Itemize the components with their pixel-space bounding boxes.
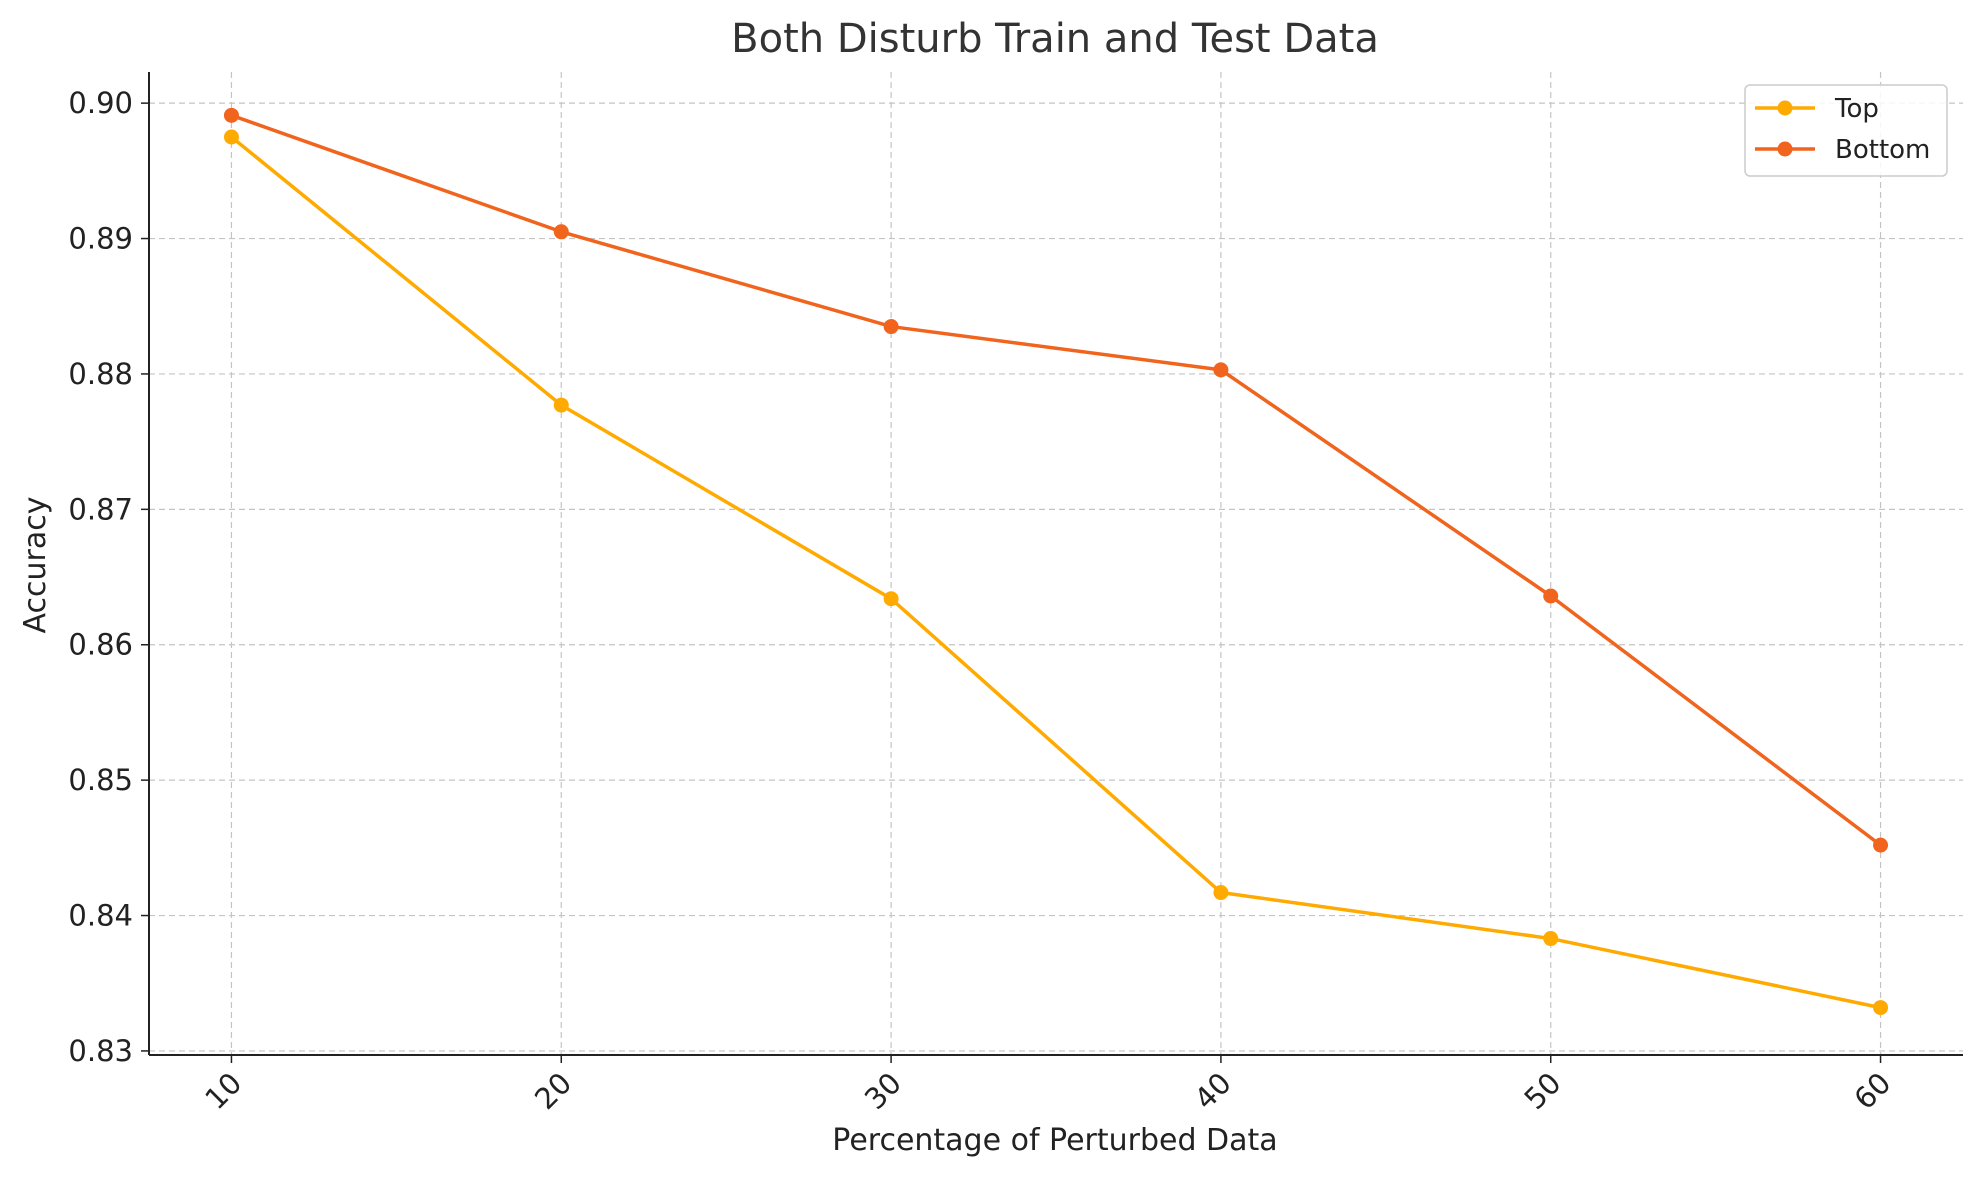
data-point xyxy=(223,129,239,145)
y-tick-label: 0.89 xyxy=(68,222,133,256)
y-tick-label: 0.83 xyxy=(68,1034,133,1068)
y-tick-label: 0.84 xyxy=(68,899,133,933)
legend-marker xyxy=(1777,141,1793,157)
legend: Top Bottom xyxy=(1744,84,1948,177)
data-point xyxy=(553,397,569,413)
legend-label: Bottom xyxy=(1835,135,1930,165)
data-point xyxy=(1543,931,1559,947)
y-ticks: 0.83 0.84 0.85 0.86 0.87 0.88 0.89 0.90 xyxy=(68,86,149,1068)
grid-lines xyxy=(149,72,1963,1055)
axes xyxy=(148,72,1963,1056)
series-top xyxy=(223,129,1889,1016)
data-point xyxy=(883,319,899,335)
series-group xyxy=(223,107,1889,1016)
y-tick-label: 0.85 xyxy=(68,763,133,797)
series-line xyxy=(230,113,1882,847)
data-point xyxy=(1213,885,1229,901)
x-tick-label: 40 xyxy=(1188,1066,1238,1116)
series-bottom xyxy=(223,107,1889,853)
data-point xyxy=(1873,837,1889,853)
legend-item-top: Top xyxy=(1755,94,1879,124)
legend-marker xyxy=(1777,100,1793,116)
x-tick-label: 50 xyxy=(1518,1066,1568,1116)
x-tick-label: 20 xyxy=(528,1066,578,1116)
y-tick-label: 0.88 xyxy=(68,357,133,391)
data-point xyxy=(553,224,569,240)
y-tick-label: 0.87 xyxy=(68,492,133,526)
x-tick-label: 60 xyxy=(1847,1066,1897,1116)
data-point xyxy=(1873,1000,1889,1016)
y-tick-label: 0.90 xyxy=(68,86,133,120)
legend-item-bottom: Bottom xyxy=(1755,135,1930,165)
data-point xyxy=(1543,588,1559,604)
x-tick-label: 10 xyxy=(198,1066,248,1116)
y-tick-label: 0.86 xyxy=(68,628,133,662)
y-axis-label: Accuracy xyxy=(18,497,53,634)
data-point xyxy=(883,591,899,607)
data-point xyxy=(1213,362,1229,378)
x-tick-label: 30 xyxy=(858,1066,908,1116)
legend-label: Top xyxy=(1834,94,1879,124)
chart-title: Both Disturb Train and Test Data xyxy=(731,16,1379,62)
data-point xyxy=(223,107,239,123)
x-ticks: 10 20 30 40 50 60 xyxy=(198,1055,1897,1116)
x-axis-label: Percentage of Perturbed Data xyxy=(832,1123,1277,1158)
series-line xyxy=(230,135,1881,1010)
